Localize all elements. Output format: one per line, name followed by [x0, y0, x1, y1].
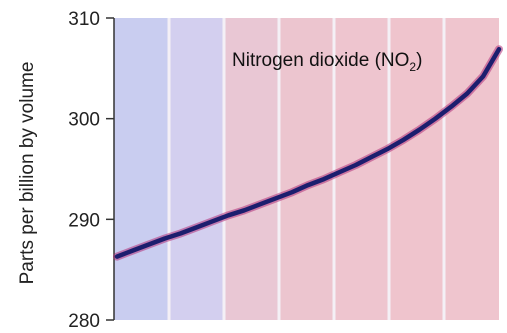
background-band	[279, 18, 334, 320]
series-line	[114, 46, 502, 259]
background-band	[389, 18, 444, 320]
background-bands	[114, 18, 499, 320]
y-tick-label: 280	[68, 311, 100, 332]
background-band	[114, 18, 169, 320]
y-axis-label: Parts per billion by volume	[17, 62, 38, 285]
y-ticks: 280 290 300 310	[68, 9, 114, 332]
background-band	[224, 18, 279, 320]
y-tick-label: 300	[68, 110, 100, 131]
series-group	[113, 45, 503, 261]
y-tick-label: 290	[68, 210, 100, 231]
series-annotation: Nitrogen dioxide (NO2)	[232, 50, 422, 74]
y-tick-label: 310	[68, 9, 100, 30]
annotation-main: Nitrogen dioxide (NO	[232, 50, 409, 71]
annotation-suffix: )	[416, 50, 422, 71]
background-band	[169, 18, 224, 320]
annotation-subscript: 2	[409, 60, 416, 74]
